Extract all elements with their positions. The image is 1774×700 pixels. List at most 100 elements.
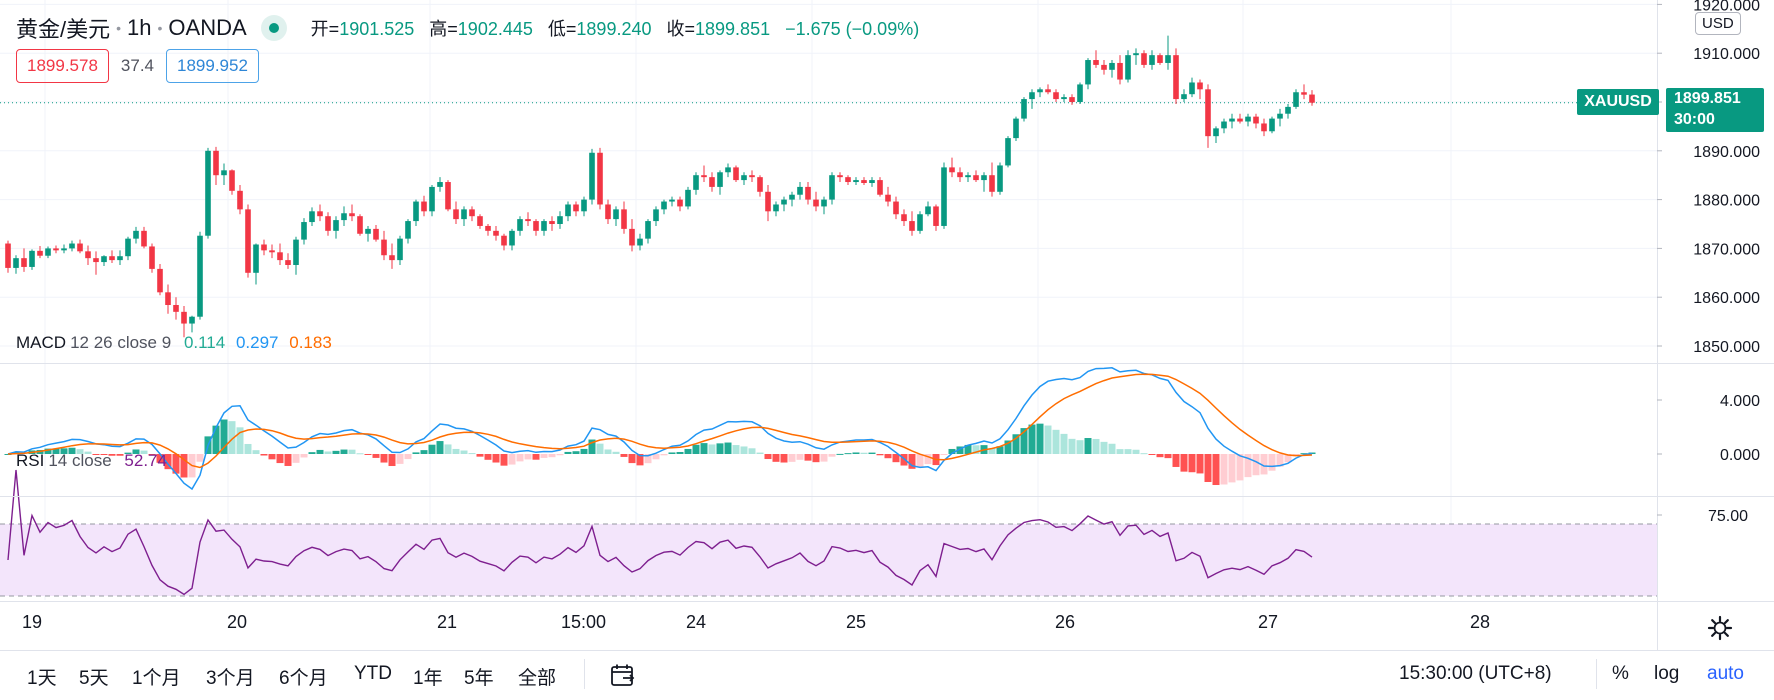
symbol-legend: 黄金/美元 • 1h • OANDA 开=1901.525 高=1902.445… — [16, 12, 919, 44]
range-5y-button[interactable]: 5年 — [464, 668, 494, 689]
macd-histogram-bar — [1220, 454, 1228, 485]
buy-price-button[interactable]: 1899.952 — [166, 49, 259, 83]
candle — [861, 177, 867, 185]
close-value: 1899.851 — [695, 19, 771, 39]
candle — [85, 245, 91, 265]
range-all-button[interactable]: 全部 — [518, 668, 557, 689]
candle — [77, 239, 83, 254]
candle-body — [205, 150, 211, 236]
macd-histogram-bar — [684, 448, 692, 454]
macd-histogram-bar — [748, 448, 756, 454]
clock-timezone[interactable]: 15:30:00 (UTC+8) — [1399, 663, 1552, 684]
macd-histogram-bar — [500, 454, 508, 466]
candle-body — [69, 243, 75, 249]
macd-histogram-bar — [444, 444, 452, 454]
macd-histogram-bar — [1004, 440, 1012, 454]
macd-histogram-bar — [92, 454, 100, 455]
candle — [541, 219, 547, 236]
candle — [157, 264, 163, 296]
candle-body — [1133, 53, 1139, 56]
candle-body — [901, 214, 907, 222]
candle — [941, 162, 947, 229]
candle-body — [1109, 62, 1115, 70]
settings-gear-icon[interactable] — [1707, 615, 1733, 641]
candle — [781, 196, 787, 212]
candle-body — [997, 165, 1003, 192]
candle-body — [341, 213, 347, 221]
toolbar-divider-2 — [1596, 659, 1597, 689]
bottom-toolbar: 1天 5天 1个月 3个月 6个月 YTD 1年 5年 全部 15:30:00 … — [0, 650, 1774, 700]
macd-histogram-bar — [180, 454, 188, 478]
candle — [45, 246, 51, 259]
candle — [1125, 50, 1131, 83]
candle-body — [1061, 97, 1067, 100]
candle — [1213, 126, 1219, 143]
macd-histogram-bar — [820, 454, 828, 462]
range-5d-button[interactable]: 5天 — [79, 668, 109, 689]
candle — [253, 243, 259, 285]
candle-body — [853, 180, 859, 183]
price-pane — [0, 35, 1577, 338]
candle-body — [541, 221, 547, 231]
candle-body — [653, 209, 659, 222]
interval-label[interactable]: 1h — [127, 15, 152, 40]
percent-toggle[interactable]: % — [1612, 663, 1629, 684]
macd-histogram-bar — [1276, 454, 1284, 467]
time-axis-label: 26 — [1055, 612, 1076, 632]
macd-histogram-bar — [1132, 449, 1140, 454]
macd-histogram-bar — [372, 454, 380, 458]
candle-body — [917, 214, 923, 231]
macd-histogram-bar — [356, 453, 364, 455]
candle — [181, 305, 187, 338]
macd-histogram-bar — [860, 452, 868, 454]
range-1m-button[interactable]: 1个月 — [132, 668, 181, 689]
candle — [13, 255, 19, 274]
macd-histogram-bar — [772, 454, 780, 462]
macd-legend[interactable]: MACD 12 26 close 9 0.114 0.297 0.183 — [16, 333, 332, 353]
candle-body — [1213, 128, 1219, 137]
range-ytd-button[interactable]: YTD — [354, 663, 392, 684]
close-label: 收 — [666, 19, 685, 39]
candle-body — [933, 206, 939, 226]
go-to-date-icon[interactable] — [609, 663, 637, 689]
range-1y-button[interactable]: 1年 — [413, 668, 443, 689]
macd-histogram-bar — [468, 453, 476, 455]
candle — [405, 219, 411, 244]
range-3m-button[interactable]: 3个月 — [206, 668, 255, 689]
toolbar-divider — [584, 659, 585, 689]
candle-body — [629, 228, 635, 246]
candle — [1165, 35, 1171, 70]
auto-toggle[interactable]: auto — [1707, 663, 1744, 684]
range-6m-button[interactable]: 6个月 — [279, 668, 328, 689]
market-open-status-icon — [260, 15, 287, 41]
range-1d-button[interactable]: 1天 — [27, 668, 57, 689]
candle-body — [493, 230, 499, 236]
candle — [677, 196, 683, 212]
candle-body — [13, 258, 19, 268]
sell-price-button[interactable]: 1899.578 — [16, 49, 109, 83]
time-axis-label: 20 — [227, 612, 248, 632]
macd-histogram-bar — [1012, 434, 1020, 454]
candle-body — [733, 167, 739, 181]
candle-body — [445, 182, 451, 210]
candle-body — [669, 199, 675, 202]
macd-axis-label: 4.000 — [1720, 393, 1760, 410]
symbol-name[interactable]: 黄金/美元 — [16, 17, 111, 42]
candle — [949, 157, 955, 178]
macd-histogram-bar — [1044, 425, 1052, 454]
candle-body — [21, 258, 27, 267]
currency-badge[interactable]: USD — [1695, 12, 1741, 35]
candle — [69, 240, 75, 252]
log-toggle[interactable]: log — [1654, 663, 1680, 684]
rsi-legend[interactable]: RSI 14 close 52.74 — [16, 451, 167, 471]
candle-body — [1117, 62, 1123, 80]
macd-histogram-bar — [260, 454, 268, 456]
candle-body — [861, 180, 867, 184]
candle — [1189, 77, 1195, 98]
candle-body — [709, 177, 715, 187]
candle — [1021, 97, 1027, 122]
candle-body — [429, 186, 435, 212]
candle — [1309, 90, 1315, 106]
macd-histogram-bar — [1092, 438, 1100, 454]
